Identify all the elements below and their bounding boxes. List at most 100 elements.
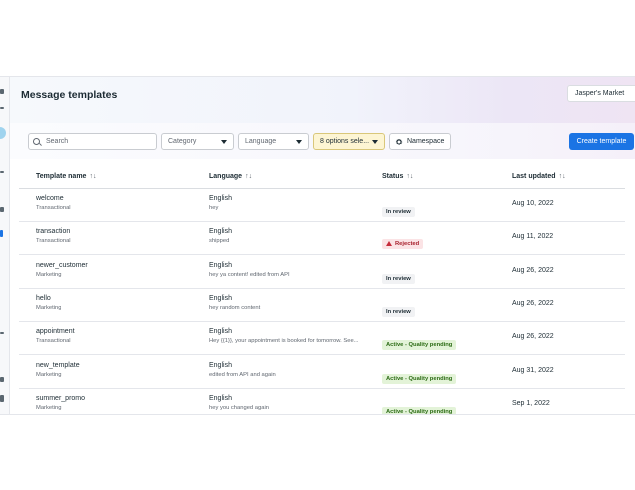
search-input[interactable]: Search [28,133,157,150]
search-icon [33,138,40,145]
template-name-cell: welcome Transactional [36,195,71,211]
status-text: In review [386,275,411,282]
status-cell: In review [382,267,415,285]
nav-icon[interactable] [0,107,4,109]
filter-toolbar: Search Category Language 8 options sele.… [10,123,635,159]
template-name-cell: newer_customer Marketing [36,262,88,278]
status-text: In review [386,209,411,215]
left-nav-rail [0,77,10,414]
chevron-down-icon [296,140,302,144]
template-name-cell: appointment Transactional [36,328,75,344]
create-template-button[interactable]: Create template [569,133,634,150]
table-row[interactable]: summer_promo Marketing English hey you chan… [19,388,625,414]
page-header: Message templates Jasper's Market [10,77,635,123]
language-dropdown[interactable]: Language [238,133,309,150]
nav-active-indicator[interactable] [0,127,6,139]
nav-icon[interactable] [0,89,4,94]
status-filter-label: 8 options sele... [320,138,370,145]
account-selector[interactable]: Jasper's Market [567,85,635,102]
language-cell: English hey you changed again [209,395,369,411]
search-placeholder: Search [46,138,69,145]
template-preview: hey you changed again [209,404,269,411]
nav-icon[interactable] [0,230,3,237]
sort-icon[interactable]: ↑↓ [406,173,414,180]
template-name[interactable]: appointment [36,328,75,336]
template-preview: shipped [209,238,230,245]
template-category: Transactional [36,205,71,211]
table-row[interactable]: transaction Transactional English shipped Re… [19,221,625,256]
status-cell: Active - Quality pending [382,333,457,351]
status-cell: Active - Quality pending [382,400,457,414]
language-cell: English Hey {{1}}, your appointment is bo… [209,328,369,344]
template-preview: hey [209,205,219,211]
language-cell: English hey [209,195,369,211]
template-language: English [209,361,232,369]
template-name[interactable]: summer_promo [36,394,86,402]
status-cell: In review [382,200,415,218]
last-updated: Aug 11, 2022 [512,233,554,241]
template-preview: hey ya content! edited from API [209,271,290,278]
status-badge: In review [382,306,415,317]
column-header-status[interactable]: Status ↑↓ [382,173,414,180]
nav-icon[interactable] [0,395,4,402]
template-name[interactable]: newer_customer [36,261,88,269]
last-updated: Aug 26, 2022 [512,333,554,341]
category-dropdown[interactable]: Category [161,133,234,150]
table-row[interactable]: newer_customer Marketing English hey ya con… [19,255,625,289]
app-window: Message templates Jasper's Market Search… [0,76,635,415]
status-badge: Active - Quality pending [382,340,457,351]
template-name-cell: transaction Transactional [36,228,71,244]
status-cell: Rejected [382,233,424,251]
template-language: English [209,228,232,236]
chevron-down-icon [221,140,227,144]
template-name[interactable]: welcome [36,195,64,202]
warning-icon [386,241,392,247]
language-cell: English edited from API and again [209,362,369,378]
last-updated: Aug 26, 2022 [512,299,554,307]
template-category: Marketing [36,371,62,378]
status-badge: Active - Quality pending [382,406,457,414]
namespace-label: Namespace [407,138,445,145]
status-badge: Rejected [382,238,424,249]
templates-table: Template name ↑↓ Language ↑↓ Status ↑↓ Last… [19,163,625,414]
template-preview: edited from API and again [209,371,276,378]
last-updated: Sep 1, 2022 [512,399,550,407]
table-row[interactable]: hello Marketing English hey random content I… [19,288,625,322]
nav-icon[interactable] [0,171,4,173]
template-category: Transactional [36,238,71,245]
template-name[interactable]: new_template [36,361,80,369]
template-preview: hey random content [209,304,261,311]
template-name-cell: summer_promo Marketing [36,395,85,411]
template-name[interactable]: hello [36,294,51,302]
status-filter-dropdown[interactable]: 8 options sele... [313,133,385,150]
template-language: English [209,195,232,202]
column-header-last-updated[interactable]: Last updated ↑↓ [512,173,566,180]
template-language: English [209,328,232,336]
table-row[interactable]: appointment Transactional English Hey {{1}}… [19,321,625,356]
template-name-cell: new_template Marketing [36,362,80,378]
status-text: Active - Quality pending [386,342,453,349]
status-badge: In review [382,273,415,284]
last-updated: Aug 26, 2022 [512,266,554,274]
column-header-language[interactable]: Language ↑↓ [209,173,253,180]
template-category: Marketing [36,271,62,278]
language-cell: English hey ya content! edited from API [209,262,369,278]
status-cell: In review [382,300,415,318]
last-updated: Aug 31, 2022 [512,366,554,374]
table-header: Template name ↑↓ Language ↑↓ Status ↑↓ Last… [19,163,625,189]
sort-icon[interactable]: ↑↓ [245,173,253,180]
template-language: English [209,394,232,402]
nav-icon[interactable] [0,207,4,212]
template-name[interactable]: transaction [36,228,71,236]
table-row[interactable]: new_template Marketing English edited from … [19,355,625,389]
sort-icon[interactable]: ↑↓ [89,173,97,180]
sort-icon[interactable]: ↑↓ [558,173,566,180]
language-cell: English shipped [209,228,369,244]
category-label: Category [168,138,197,145]
table-row[interactable]: welcome Transactional English hey In review A… [19,188,625,222]
namespace-button[interactable]: Namespace [389,133,451,150]
nav-icon[interactable] [0,332,4,334]
column-header-name[interactable]: Template name ↑↓ [36,173,97,180]
account-name: Jasper's Market [575,90,625,97]
nav-icon[interactable] [0,377,4,382]
